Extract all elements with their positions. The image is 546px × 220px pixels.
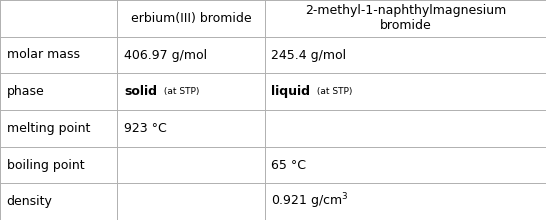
Text: density: density (7, 195, 52, 208)
Text: melting point: melting point (7, 122, 90, 135)
Text: 65 °C: 65 °C (271, 158, 306, 172)
Text: liquid: liquid (271, 85, 310, 98)
Text: 245.4 g/mol: 245.4 g/mol (271, 48, 347, 62)
Text: boiling point: boiling point (7, 158, 84, 172)
Text: molar mass: molar mass (7, 48, 80, 62)
Text: 406.97 g/mol: 406.97 g/mol (124, 48, 207, 62)
Text: 0.921 g/cm$^3$: 0.921 g/cm$^3$ (271, 192, 349, 211)
Text: (at STP): (at STP) (314, 87, 352, 96)
Text: 2-methyl-1-naphthylmagnesium
bromide: 2-methyl-1-naphthylmagnesium bromide (305, 4, 506, 32)
Text: (at STP): (at STP) (161, 87, 199, 96)
Text: 923 °C: 923 °C (124, 122, 167, 135)
Text: phase: phase (7, 85, 44, 98)
Text: erbium(III) bromide: erbium(III) bromide (131, 12, 251, 25)
Text: solid: solid (124, 85, 157, 98)
